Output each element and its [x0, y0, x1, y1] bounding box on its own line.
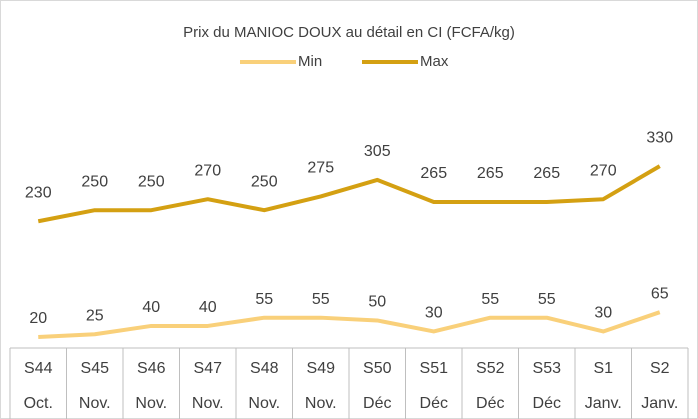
x-tick-label: S1	[593, 360, 613, 377]
x-tick-label: S47	[194, 360, 223, 377]
data-label: 40	[142, 299, 160, 316]
series-line	[37, 164, 661, 224]
data-label: 30	[425, 305, 443, 322]
x-group-label: Nov.	[79, 395, 111, 412]
data-label: 265	[477, 165, 504, 182]
data-label: 330	[646, 129, 673, 146]
data-label: 65	[651, 285, 669, 302]
data-label: 50	[368, 294, 386, 311]
x-group-label: Janv.	[585, 395, 622, 412]
x-tick-label: S45	[81, 360, 110, 377]
data-label: 250	[138, 173, 165, 190]
legend-label: Max	[420, 53, 449, 70]
x-tick-label: S50	[363, 360, 392, 377]
data-label: 305	[364, 143, 391, 160]
x-group-label: Nov.	[135, 395, 167, 412]
data-label: 250	[81, 173, 108, 190]
data-label: 55	[481, 291, 499, 308]
data-label: 270	[194, 162, 221, 179]
x-group-label: Déc	[533, 395, 561, 412]
x-tick-label: S46	[137, 360, 166, 377]
x-group-label: Oct.	[24, 395, 53, 412]
data-label: 30	[594, 305, 612, 322]
data-label: 230	[25, 184, 52, 201]
x-tick-label: S53	[533, 360, 562, 377]
x-group-label: Nov.	[305, 395, 337, 412]
x-group-label: Déc	[363, 395, 391, 412]
series-line	[38, 310, 661, 339]
x-tick-label: S44	[24, 360, 53, 377]
x-group-label: Nov.	[192, 395, 224, 412]
x-group-label: Déc	[476, 395, 504, 412]
data-label: 275	[307, 160, 334, 177]
data-label: 55	[312, 291, 330, 308]
data-label: 265	[533, 165, 560, 182]
data-label: 270	[590, 162, 617, 179]
x-tick-label: S51	[420, 360, 449, 377]
x-group-label: Déc	[420, 395, 448, 412]
data-label: 265	[420, 165, 447, 182]
data-label: 55	[538, 291, 556, 308]
data-label: 250	[251, 173, 278, 190]
data-label: 40	[199, 299, 217, 316]
x-group-label: Janv.	[641, 395, 678, 412]
data-label: 55	[255, 291, 273, 308]
x-tick-label: S49	[307, 360, 336, 377]
legend-label: Min	[298, 53, 322, 70]
chart-title: Prix du MANIOC DOUX au détail en CI (FCF…	[183, 24, 515, 41]
data-label: 25	[86, 307, 104, 324]
x-tick-label: S48	[250, 360, 279, 377]
x-group-label: Nov.	[248, 395, 280, 412]
x-tick-label: S2	[650, 360, 670, 377]
x-tick-label: S52	[476, 360, 505, 377]
data-label: 20	[29, 310, 47, 327]
